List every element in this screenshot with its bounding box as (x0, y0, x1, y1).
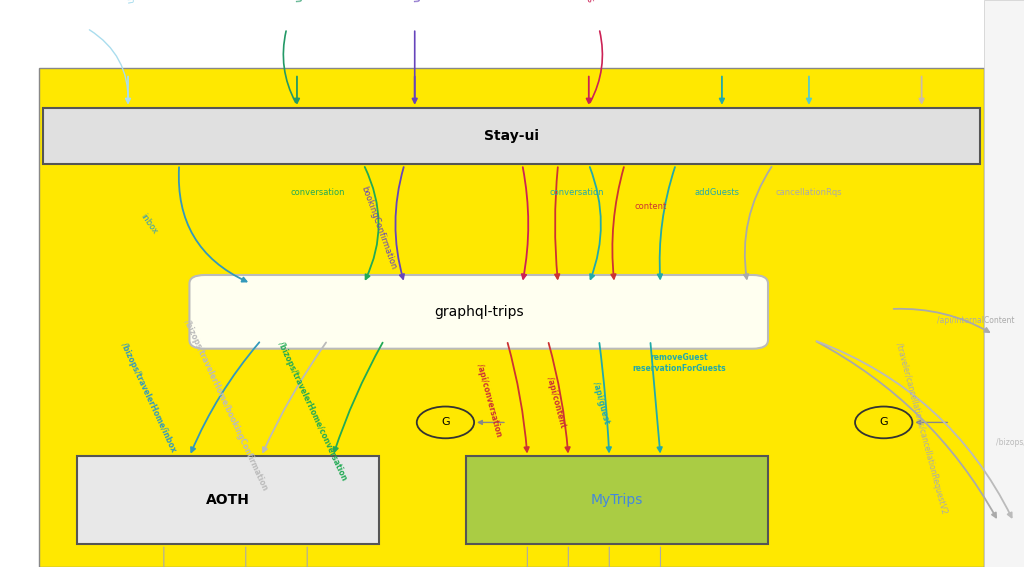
Text: /bizops/stay: /bizops/stay (995, 438, 1024, 447)
Text: conversation: conversation (549, 188, 604, 197)
Text: inbox: inbox (138, 212, 159, 236)
Text: graphql-trips: graphql-trips (434, 305, 523, 319)
Text: /traveler/cancellations/cancellationRequestV2: /traveler/cancellations/cancellationRequ… (894, 341, 949, 515)
Text: addGuests: addGuests (694, 188, 739, 197)
Bar (984, 0, 1024, 567)
Text: /api/content: /api/content (545, 376, 567, 429)
Text: content: content (634, 202, 667, 211)
Text: /api/internalContent: /api/internalContent (937, 316, 1015, 325)
Text: bookingConfirmation: bookingConfirmation (359, 185, 398, 271)
Text: MyTrips: MyTrips (591, 493, 643, 507)
Text: /bizops/travelerHome/conversation: /bizops/travelerHome/conversation (276, 340, 348, 482)
Text: /api/conversation: /api/conversation (475, 362, 504, 437)
Text: /api/guest: /api/guest (591, 380, 611, 425)
Text: removeGuest
reservationForGuests: removeGuest reservationForGuests (632, 353, 726, 373)
FancyBboxPatch shape (189, 275, 768, 349)
Text: on: on (292, 0, 302, 3)
Text: ion: ion (122, 0, 134, 5)
Text: gs: gs (583, 0, 595, 4)
Text: on: on (410, 0, 420, 3)
Text: /bizops/travelerHome/bookingConfirmation: /bizops/travelerHome/bookingConfirmation (181, 319, 269, 492)
FancyBboxPatch shape (43, 108, 980, 164)
FancyBboxPatch shape (77, 456, 379, 544)
Text: conversation: conversation (290, 188, 345, 197)
Text: G: G (880, 417, 888, 428)
FancyBboxPatch shape (466, 456, 768, 544)
Text: G: G (441, 417, 450, 428)
Text: cancellationRqs: cancellationRqs (775, 188, 843, 197)
Text: /bizops/travelerHome/inbox: /bizops/travelerHome/inbox (119, 341, 178, 453)
Text: AOTH: AOTH (206, 493, 250, 507)
Text: Stay-ui: Stay-ui (484, 129, 539, 143)
Bar (39, 68, 984, 567)
